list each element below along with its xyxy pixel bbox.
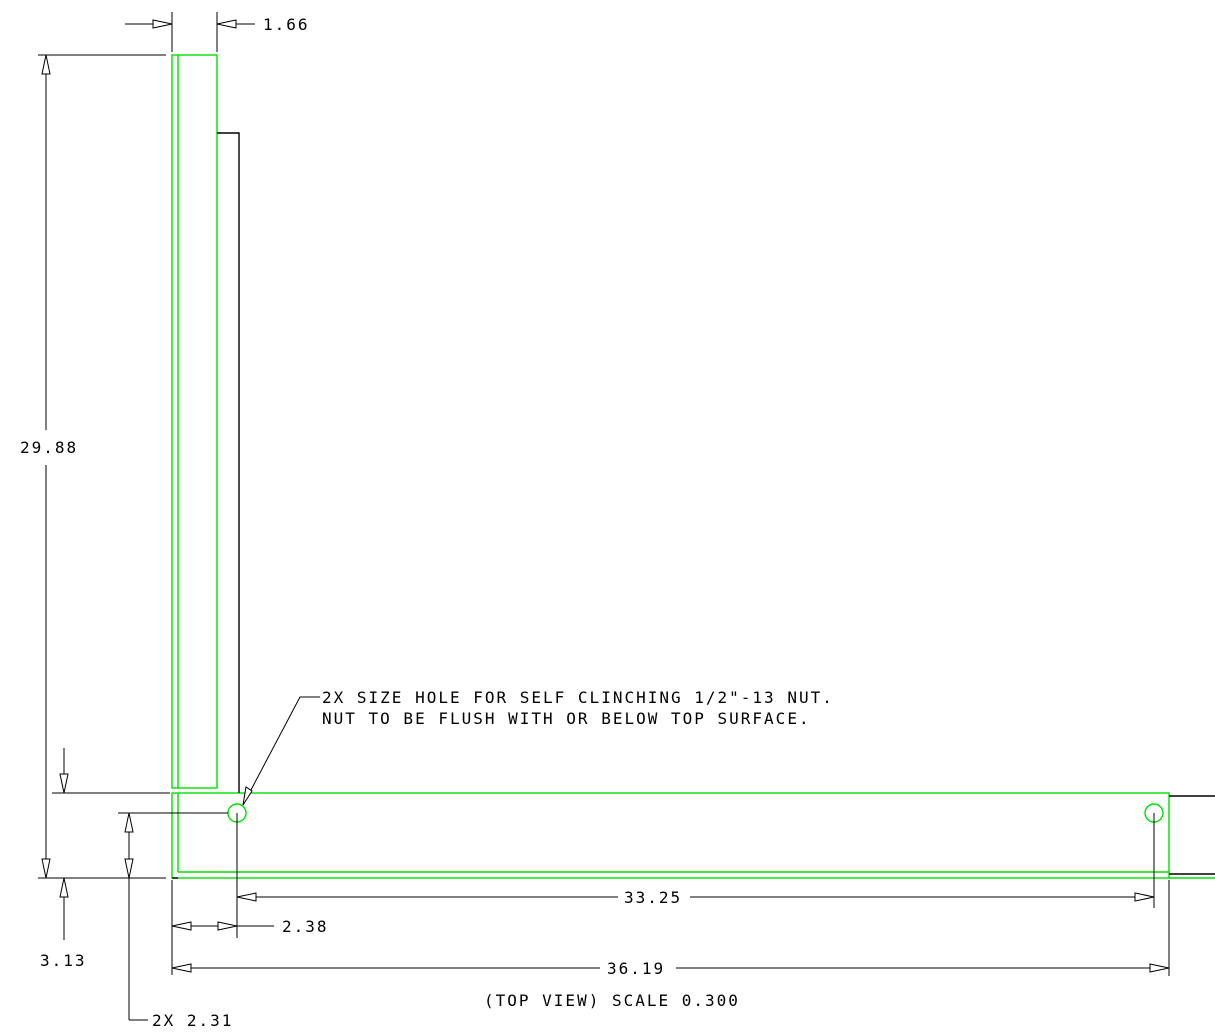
dimension-hole-edge-offset: 2.38 bbox=[171, 813, 329, 975]
dimension-overall-width: 36.19 bbox=[171, 880, 1170, 978]
hole-note-line-2: NUT TO BE FLUSH WITH OR BELOW TOP SURFAC… bbox=[322, 709, 811, 728]
dimension-label-overall-height: 29.88 bbox=[20, 438, 78, 457]
vertical-leg-outline bbox=[171, 54, 218, 789]
horizontal-leg-outline bbox=[171, 792, 1170, 879]
dimension-flange-thickness: 1.66 bbox=[125, 12, 310, 52]
dimension-bottom-offset: 3.13 bbox=[40, 748, 170, 970]
dimension-hole-spacing: 33.25 bbox=[236, 813, 1155, 908]
view-label: (TOP VIEW) SCALE 0.300 bbox=[484, 991, 740, 1010]
hole-note: 2X SIZE HOLE FOR SELF CLINCHING 1/2"-13 … bbox=[242, 688, 834, 806]
dimension-label-hole-height: 2X 2.31 bbox=[152, 1011, 233, 1030]
dimension-hole-height: 2X 2.31 bbox=[118, 812, 233, 1030]
dimension-label-overall-width: 36.19 bbox=[607, 959, 665, 978]
dimension-label-hole-edge-offset: 2.38 bbox=[282, 917, 329, 936]
part-outline bbox=[171, 54, 1215, 879]
part-edges bbox=[172, 132, 1215, 879]
dimension-label-hole-spacing: 33.25 bbox=[624, 888, 682, 907]
dimension-overall-height: 29.88 bbox=[20, 54, 166, 879]
dimension-label-bottom-offset: 3.13 bbox=[40, 951, 87, 970]
vertical-leg-back-edge bbox=[217, 132, 240, 793]
dimension-label-flange-thickness: 1.66 bbox=[263, 15, 310, 34]
hole-note-line-1: 2X SIZE HOLE FOR SELF CLINCHING 1/2"-13 … bbox=[322, 688, 834, 707]
